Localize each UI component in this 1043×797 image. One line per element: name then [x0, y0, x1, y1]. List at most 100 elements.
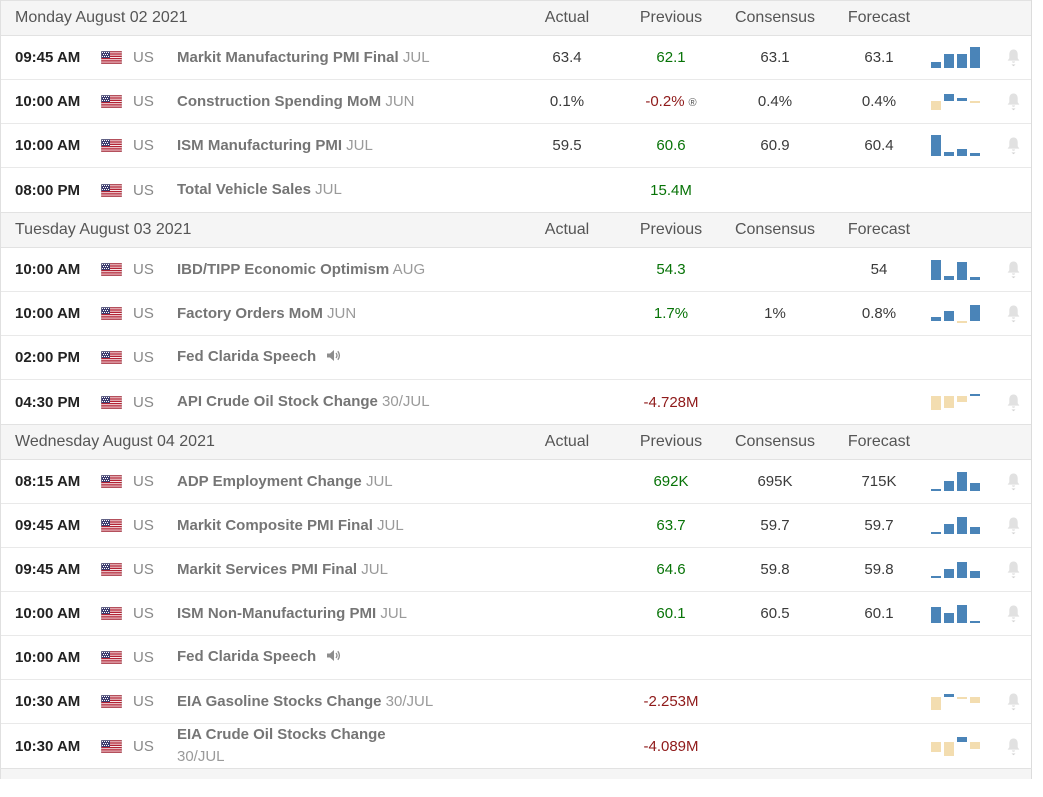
calendar-event-row[interactable]: 08:15 AM US ADP Employment Change JUL 69… — [1, 460, 1031, 504]
country-code: US — [133, 737, 154, 755]
us-flag-icon — [101, 651, 133, 664]
calendar-event-row[interactable]: 09:45 AM US Markit Composite PMI Final J… — [1, 504, 1031, 548]
history-sparkline-chart[interactable] — [931, 47, 995, 68]
calendar-event-row[interactable]: 10:00 AM US Factory Orders MoM JUN 1.7% … — [1, 292, 1031, 336]
bell-alert-icon[interactable] — [995, 260, 1031, 279]
event-cell[interactable]: Fed Clarida Speech — [177, 346, 515, 369]
event-name[interactable]: API Crude Oil Stock Change — [177, 393, 378, 410]
column-header-forecast: Forecast — [847, 221, 911, 238]
calendar-event-row[interactable]: 04:30 PM US API Crude Oil Stock Change 3… — [1, 380, 1031, 424]
calendar-event-row[interactable]: 10:00 AM US Construction Spending MoM JU… — [1, 80, 1031, 124]
event-name[interactable]: Construction Spending MoM — [177, 92, 382, 110]
bell-alert-icon[interactable] — [995, 472, 1031, 491]
country-code: US — [133, 261, 154, 278]
actual-value: 59.5 — [552, 137, 582, 154]
calendar-event-row[interactable]: 10:30 AM US EIA Crude Oil Stocks Change … — [1, 724, 1031, 768]
bell-alert-icon[interactable] — [995, 92, 1031, 111]
event-cell[interactable]: Fed Clarida Speech — [177, 646, 515, 669]
event-name[interactable]: Fed Clarida Speech — [177, 348, 317, 365]
calendar-event-row[interactable]: 10:00 AM US ISM Manufacturing PMI JUL 59… — [1, 124, 1031, 168]
column-header-actual: Actual — [544, 221, 590, 238]
column-header-previous: Previous — [639, 433, 703, 450]
bell-alert-icon[interactable] — [995, 136, 1031, 155]
calendar-event-row[interactable]: 10:00 AM US Fed Clarida Speech — [1, 636, 1031, 680]
bell-alert-icon[interactable] — [995, 304, 1031, 323]
bell-alert-icon[interactable] — [995, 393, 1031, 412]
history-sparkline-chart[interactable] — [931, 304, 995, 323]
event-name[interactable]: ADP Employment Change — [177, 472, 362, 490]
history-sparkline-chart[interactable] — [931, 472, 995, 491]
forecast-value: 60.4 — [864, 137, 894, 154]
economic-calendar: Monday August 02 2021 Actual Previous Co… — [0, 0, 1032, 768]
calendar-event-row[interactable]: 10:30 AM US EIA Gasoline Stocks Change 3… — [1, 680, 1031, 724]
bell-alert-icon[interactable] — [995, 560, 1031, 579]
history-sparkline-chart[interactable] — [931, 394, 995, 410]
previous-value: -4.728M — [643, 393, 699, 411]
us-flag-icon — [101, 519, 133, 532]
event-cell[interactable]: Markit Manufacturing PMI Final JUL — [177, 47, 515, 69]
event-name[interactable]: Factory Orders MoM — [177, 304, 323, 322]
event-cell[interactable]: Markit Services PMI Final JUL — [177, 559, 515, 581]
country-code: US — [133, 561, 154, 578]
history-sparkline-chart[interactable] — [931, 561, 995, 578]
event-reference-period: JUL — [361, 560, 388, 578]
event-name[interactable]: Total Vehicle Sales — [177, 181, 311, 198]
previous-value: 692K — [653, 473, 689, 490]
us-flag-icon — [101, 139, 133, 152]
event-cell[interactable]: Markit Composite PMI Final JUL — [177, 515, 515, 537]
event-name[interactable]: EIA Gasoline Stocks Change — [177, 692, 382, 710]
bell-alert-icon[interactable] — [995, 737, 1031, 756]
us-flag-icon — [101, 183, 133, 197]
column-header-previous: Previous — [639, 221, 703, 238]
event-cell[interactable]: Factory Orders MoM JUN — [177, 303, 515, 325]
calendar-event-row[interactable]: 09:45 AM US Markit Manufacturing PMI Fin… — [1, 36, 1031, 80]
event-name[interactable]: Markit Manufacturing PMI Final — [177, 48, 399, 66]
event-name[interactable]: EIA Crude Oil Stocks Change — [177, 726, 386, 743]
event-cell[interactable]: IBD/TIPP Economic Optimism AUG — [177, 259, 515, 281]
event-cell[interactable]: ISM Non-Manufacturing PMI JUL — [177, 603, 515, 625]
calendar-event-row[interactable]: 02:00 PM US Fed Clarida Speech — [1, 336, 1031, 380]
history-sparkline-chart[interactable] — [931, 259, 995, 280]
history-sparkline-chart[interactable] — [931, 517, 995, 534]
bell-alert-icon[interactable] — [995, 692, 1031, 711]
event-cell[interactable]: Construction Spending MoM JUN — [177, 91, 515, 113]
event-cell[interactable]: Total Vehicle Sales JUL — [177, 179, 515, 201]
event-name[interactable]: ISM Manufacturing PMI — [177, 136, 342, 154]
event-name[interactable]: IBD/TIPP Economic Optimism — [177, 260, 390, 278]
bell-alert-icon[interactable] — [995, 516, 1031, 535]
event-cell[interactable]: EIA Gasoline Stocks Change 30/JUL — [177, 691, 515, 713]
country-code: US — [133, 693, 154, 710]
consensus-value: 0.4% — [757, 93, 793, 110]
event-time: 10:00 AM — [15, 137, 81, 154]
day-section: Wednesday August 04 2021 Actual Previous… — [1, 424, 1031, 768]
us-flag-icon — [101, 307, 133, 320]
event-reference-period: JUN — [327, 304, 357, 322]
history-sparkline-chart[interactable] — [931, 736, 995, 756]
history-sparkline-chart[interactable] — [931, 693, 995, 710]
event-cell[interactable]: API Crude Oil Stock Change 30/JUL — [177, 391, 515, 413]
event-cell[interactable]: ADP Employment Change JUL — [177, 471, 515, 493]
calendar-event-row[interactable]: 10:00 AM US IBD/TIPP Economic Optimism A… — [1, 248, 1031, 292]
day-header: Monday August 02 2021 Actual Previous Co… — [1, 0, 1031, 36]
us-flag-icon — [101, 395, 133, 409]
event-time: 10:00 AM — [15, 93, 81, 110]
history-sparkline-chart[interactable] — [931, 604, 995, 623]
event-time: 09:45 AM — [15, 517, 81, 534]
history-sparkline-chart[interactable] — [931, 135, 995, 156]
event-name[interactable]: Markit Services PMI Final — [177, 560, 358, 578]
event-cell[interactable]: ISM Manufacturing PMI JUL — [177, 135, 515, 157]
calendar-event-row[interactable]: 08:00 PM US Total Vehicle Sales JUL 15.4… — [1, 168, 1031, 212]
event-name[interactable]: Fed Clarida Speech — [177, 648, 317, 665]
us-flag-icon — [101, 51, 133, 64]
event-time: 02:00 PM — [15, 349, 81, 366]
country-code: US — [133, 49, 154, 66]
event-name[interactable]: ISM Non-Manufacturing PMI — [177, 604, 377, 622]
day-date: Wednesday August 04 2021 — [15, 433, 215, 450]
bell-alert-icon[interactable] — [995, 48, 1031, 67]
calendar-event-row[interactable]: 10:00 AM US ISM Non-Manufacturing PMI JU… — [1, 592, 1031, 636]
calendar-event-row[interactable]: 09:45 AM US Markit Services PMI Final JU… — [1, 548, 1031, 592]
history-sparkline-chart[interactable] — [931, 93, 995, 110]
event-cell[interactable]: EIA Crude Oil Stocks Change 30/JUL — [177, 724, 515, 768]
event-name[interactable]: Markit Composite PMI Final — [177, 516, 373, 534]
bell-alert-icon[interactable] — [995, 604, 1031, 623]
